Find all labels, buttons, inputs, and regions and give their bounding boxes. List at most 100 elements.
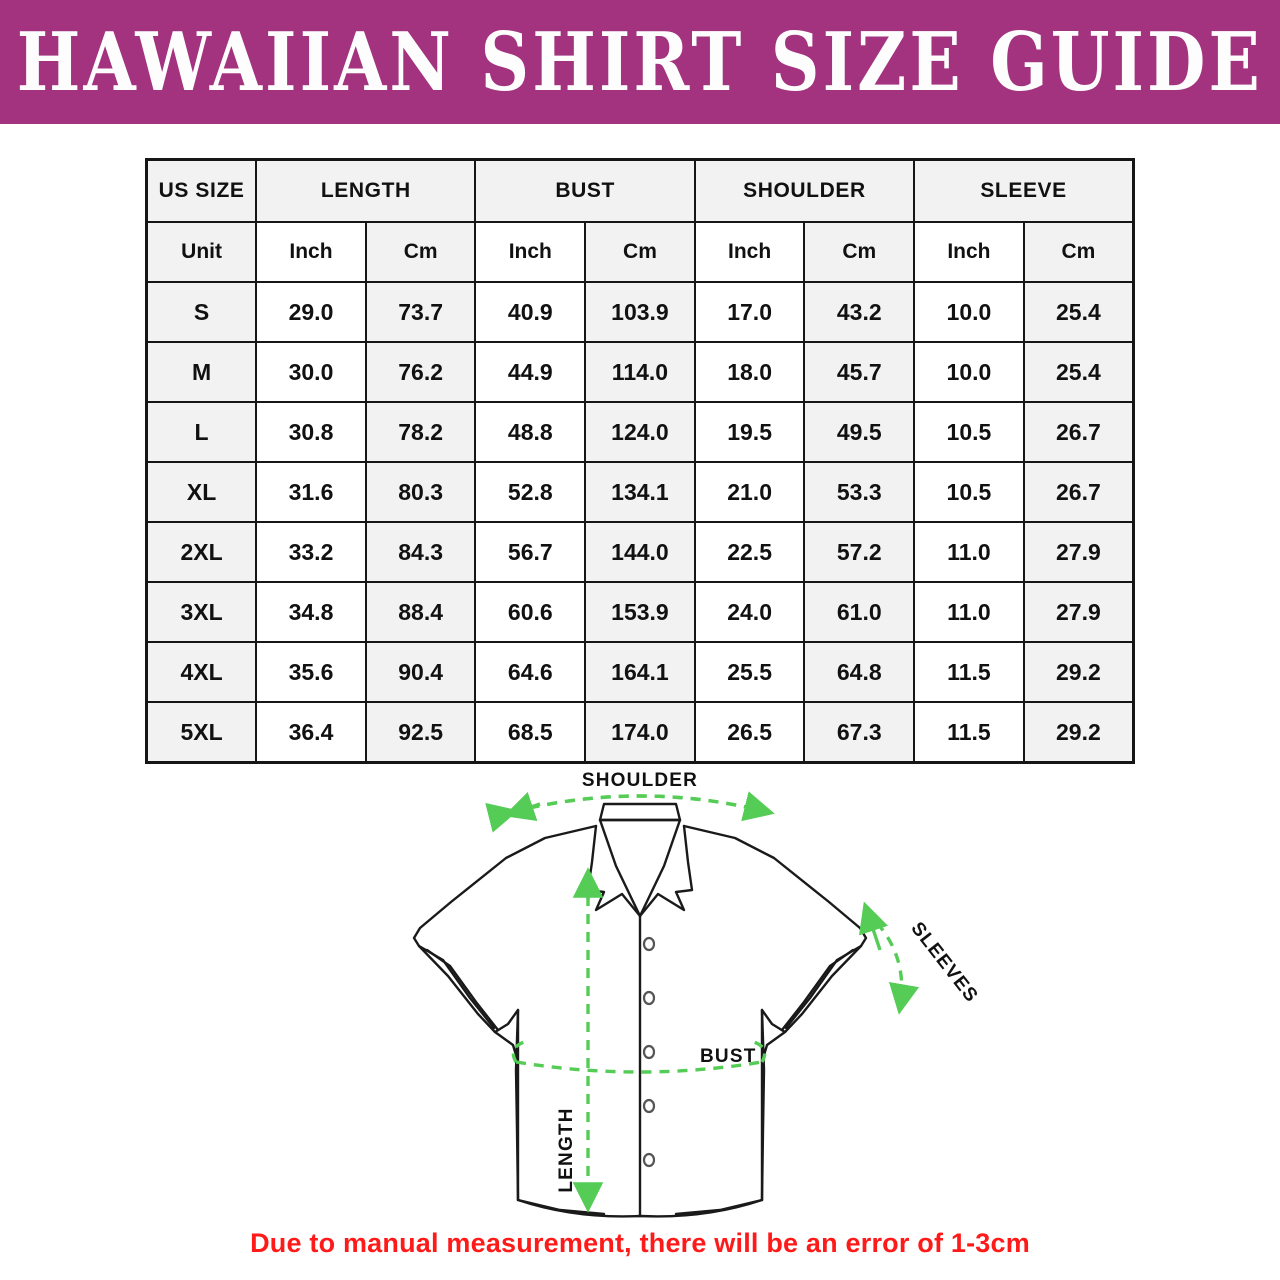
label-sleeves: SLEEVES bbox=[906, 918, 982, 1007]
cell-shoulder-inch: 22.5 bbox=[693, 521, 806, 583]
cell-bust-inch: 68.5 bbox=[474, 701, 587, 764]
cell-sleeve-inch: 11.0 bbox=[913, 521, 1025, 583]
group-header-sleeve: SLEEVE bbox=[913, 158, 1135, 223]
cell-length-cm: 88.4 bbox=[364, 581, 477, 643]
page-title: Hawaiian Shirt Size Guide bbox=[16, 14, 1264, 110]
table-group-header-row: US SIZE LENGTH BUST SHOULDER SLEEVE bbox=[145, 158, 1135, 223]
cell-length-inch: 30.0 bbox=[255, 341, 367, 403]
size-table-container: US SIZE LENGTH BUST SHOULDER SLEEVE Unit… bbox=[145, 158, 1135, 764]
unit-header-shoulder-inch: Inch bbox=[693, 221, 806, 283]
cell-size: S bbox=[145, 281, 258, 343]
cell-sleeve-inch: 11.5 bbox=[913, 701, 1025, 764]
table-unit-header-row: Unit Inch Cm Inch Cm Inch Cm Inch Cm bbox=[145, 221, 1135, 283]
label-length: LENGTH bbox=[556, 1107, 577, 1192]
unit-header-bust-inch: Inch bbox=[474, 221, 587, 283]
unit-header-bust-cm: Cm bbox=[584, 221, 696, 283]
cell-bust-cm: 174.0 bbox=[584, 701, 696, 764]
cell-shoulder-inch: 21.0 bbox=[693, 461, 806, 523]
unit-header-length-inch: Inch bbox=[255, 221, 367, 283]
cell-length-inch: 34.8 bbox=[255, 581, 367, 643]
unit-header-length-cm: Cm bbox=[364, 221, 477, 283]
table-row: 5XL 36.4 92.5 68.5 174.0 26.5 67.3 11.5 … bbox=[145, 701, 1135, 764]
cell-sleeve-inch: 11.0 bbox=[913, 581, 1025, 643]
cell-shoulder-inch: 25.5 bbox=[693, 641, 806, 703]
cell-length-inch: 30.8 bbox=[255, 401, 367, 463]
table-row: XL 31.6 80.3 52.8 134.1 21.0 53.3 10.5 2… bbox=[145, 461, 1135, 523]
cell-length-inch: 33.2 bbox=[255, 521, 367, 583]
cell-sleeve-cm: 25.4 bbox=[1022, 281, 1135, 343]
cell-sleeve-inch: 11.5 bbox=[913, 641, 1025, 703]
cell-shoulder-cm: 57.2 bbox=[803, 521, 916, 583]
cell-shoulder-cm: 43.2 bbox=[803, 281, 916, 343]
cell-bust-cm: 103.9 bbox=[584, 281, 696, 343]
cell-size: M bbox=[145, 341, 258, 403]
shirt-outline-icon bbox=[412, 802, 868, 1218]
cell-sleeve-cm: 27.9 bbox=[1022, 581, 1135, 643]
group-header-bust: BUST bbox=[474, 158, 696, 223]
cell-shoulder-cm: 53.3 bbox=[803, 461, 916, 523]
unit-header-unit: Unit bbox=[145, 221, 258, 283]
cell-shoulder-cm: 67.3 bbox=[803, 701, 916, 764]
cell-length-cm: 80.3 bbox=[364, 461, 477, 523]
cell-size: 4XL bbox=[145, 641, 258, 703]
cell-bust-cm: 144.0 bbox=[584, 521, 696, 583]
cell-bust-inch: 64.6 bbox=[474, 641, 587, 703]
cell-size: L bbox=[145, 401, 258, 463]
sleeves-measure-arrow bbox=[862, 908, 920, 1015]
cell-sleeve-inch: 10.0 bbox=[913, 281, 1025, 343]
cell-sleeve-cm: 26.7 bbox=[1022, 401, 1135, 463]
cell-shoulder-inch: 17.0 bbox=[693, 281, 806, 343]
cell-length-inch: 35.6 bbox=[255, 641, 367, 703]
cell-bust-inch: 48.8 bbox=[474, 401, 587, 463]
cell-length-inch: 31.6 bbox=[255, 461, 367, 523]
cell-length-cm: 73.7 bbox=[364, 281, 477, 343]
cell-sleeve-cm: 29.2 bbox=[1022, 701, 1135, 764]
cell-length-cm: 92.5 bbox=[364, 701, 477, 764]
cell-shoulder-cm: 61.0 bbox=[803, 581, 916, 643]
cell-sleeve-inch: 10.5 bbox=[913, 401, 1025, 463]
cell-bust-cm: 124.0 bbox=[584, 401, 696, 463]
measurement-disclaimer: Due to manual measurement, there will be… bbox=[250, 1228, 1030, 1258]
cell-bust-inch: 56.7 bbox=[474, 521, 587, 583]
unit-header-shoulder-cm: Cm bbox=[803, 221, 916, 283]
cell-size: 2XL bbox=[145, 521, 258, 583]
cell-sleeve-inch: 10.5 bbox=[913, 461, 1025, 523]
table-row: S 29.0 73.7 40.9 103.9 17.0 43.2 10.0 25… bbox=[145, 281, 1135, 343]
cell-sleeve-cm: 29.2 bbox=[1022, 641, 1135, 703]
label-shoulder: SHOULDER bbox=[582, 770, 698, 791]
cell-shoulder-cm: 49.5 bbox=[803, 401, 916, 463]
cell-shoulder-inch: 26.5 bbox=[693, 701, 806, 764]
cell-length-cm: 78.2 bbox=[364, 401, 477, 463]
table-row: 2XL 33.2 84.3 56.7 144.0 22.5 57.2 11.0 … bbox=[145, 521, 1135, 583]
cell-bust-inch: 44.9 bbox=[474, 341, 587, 403]
cell-size: 5XL bbox=[145, 701, 258, 764]
table-row: 3XL 34.8 88.4 60.6 153.9 24.0 61.0 11.0 … bbox=[145, 581, 1135, 643]
cell-shoulder-inch: 24.0 bbox=[693, 581, 806, 643]
table-row: M 30.0 76.2 44.9 114.0 18.0 45.7 10.0 25… bbox=[145, 341, 1135, 403]
cell-sleeve-cm: 26.7 bbox=[1022, 461, 1135, 523]
cell-shoulder-cm: 64.8 bbox=[803, 641, 916, 703]
cell-sleeve-inch: 10.0 bbox=[913, 341, 1025, 403]
cell-bust-inch: 52.8 bbox=[474, 461, 587, 523]
group-header-shoulder: SHOULDER bbox=[693, 158, 916, 223]
cell-shoulder-inch: 18.0 bbox=[693, 341, 806, 403]
cell-length-cm: 90.4 bbox=[364, 641, 477, 703]
size-table-body: S 29.0 73.7 40.9 103.9 17.0 43.2 10.0 25… bbox=[145, 281, 1135, 764]
cell-length-inch: 36.4 bbox=[255, 701, 367, 764]
cell-bust-cm: 153.9 bbox=[584, 581, 696, 643]
cell-bust-inch: 40.9 bbox=[474, 281, 587, 343]
cell-bust-cm: 134.1 bbox=[584, 461, 696, 523]
cell-bust-cm: 114.0 bbox=[584, 341, 696, 403]
size-chart-table: US SIZE LENGTH BUST SHOULDER SLEEVE Unit… bbox=[145, 158, 1135, 764]
group-header-length: LENGTH bbox=[255, 158, 477, 223]
cell-size: XL bbox=[145, 461, 258, 523]
cell-shoulder-inch: 19.5 bbox=[693, 401, 806, 463]
cell-bust-cm: 164.1 bbox=[584, 641, 696, 703]
page-header-band: Hawaiian Shirt Size Guide bbox=[0, 0, 1280, 124]
unit-header-sleeve-cm: Cm bbox=[1022, 221, 1135, 283]
shirt-buttons-icon bbox=[642, 936, 656, 1168]
cell-size: 3XL bbox=[145, 581, 258, 643]
group-header-us-size: US SIZE bbox=[145, 158, 258, 223]
label-bust: BUST bbox=[700, 1046, 757, 1067]
table-row: 4XL 35.6 90.4 64.6 164.1 25.5 64.8 11.5 … bbox=[145, 641, 1135, 703]
